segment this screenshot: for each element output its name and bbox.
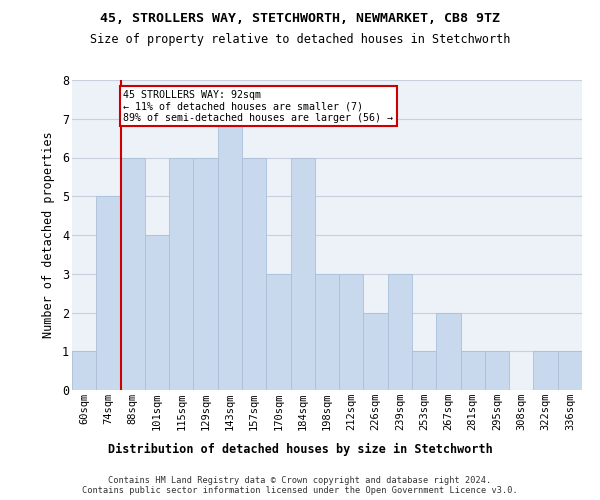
- Text: Size of property relative to detached houses in Stetchworth: Size of property relative to detached ho…: [90, 32, 510, 46]
- Bar: [315, 274, 339, 390]
- Bar: [533, 351, 558, 390]
- Text: Distribution of detached houses by size in Stetchworth: Distribution of detached houses by size …: [107, 442, 493, 456]
- Bar: [145, 235, 169, 390]
- Bar: [266, 274, 290, 390]
- Bar: [290, 158, 315, 390]
- Y-axis label: Number of detached properties: Number of detached properties: [42, 132, 55, 338]
- Bar: [96, 196, 121, 390]
- Bar: [339, 274, 364, 390]
- Bar: [218, 118, 242, 390]
- Bar: [412, 351, 436, 390]
- Bar: [558, 351, 582, 390]
- Bar: [242, 158, 266, 390]
- Text: Contains HM Land Registry data © Crown copyright and database right 2024.
Contai: Contains HM Land Registry data © Crown c…: [82, 476, 518, 496]
- Bar: [193, 158, 218, 390]
- Text: 45, STROLLERS WAY, STETCHWORTH, NEWMARKET, CB8 9TZ: 45, STROLLERS WAY, STETCHWORTH, NEWMARKE…: [100, 12, 500, 26]
- Bar: [121, 158, 145, 390]
- Bar: [436, 312, 461, 390]
- Bar: [72, 351, 96, 390]
- Text: 45 STROLLERS WAY: 92sqm
← 11% of detached houses are smaller (7)
89% of semi-det: 45 STROLLERS WAY: 92sqm ← 11% of detache…: [123, 90, 393, 123]
- Bar: [485, 351, 509, 390]
- Bar: [364, 312, 388, 390]
- Bar: [461, 351, 485, 390]
- Bar: [388, 274, 412, 390]
- Bar: [169, 158, 193, 390]
